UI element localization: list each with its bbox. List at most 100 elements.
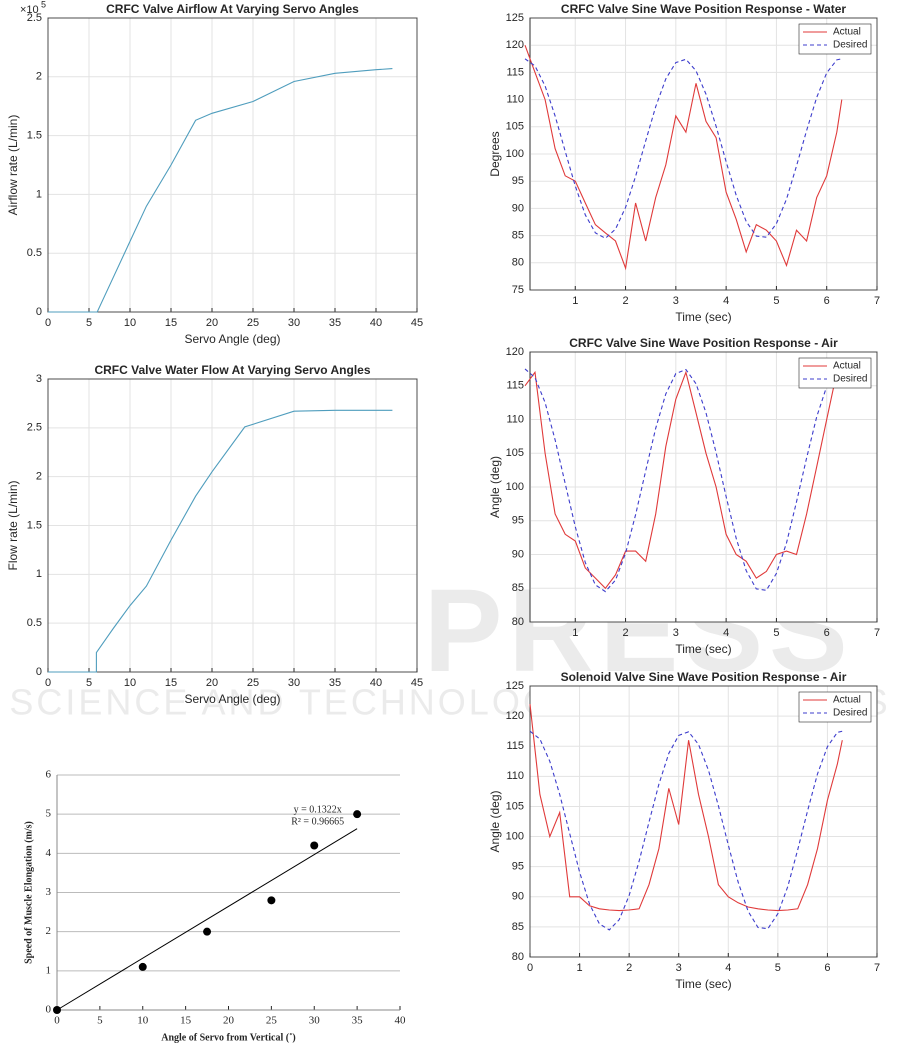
y-tick-label: 115 [506, 66, 524, 78]
y-tick-label: 5 [46, 808, 52, 820]
y-tick-label: 90 [512, 548, 524, 560]
x-tick-label: 45 [411, 317, 423, 329]
y-tick-label: 4 [46, 847, 52, 859]
x-tick-label: 2 [622, 627, 628, 639]
chart: 1 2 3 4 5 6 7 75 80 85 90 95 100 105 110 115 120 125 CRFC … [488, 2, 880, 324]
y-tick-label: 115 [506, 380, 524, 392]
y-tick-label: 85 [512, 582, 524, 594]
y-tick-label: 100 [506, 481, 524, 493]
y-tick-label: 95 [512, 515, 524, 527]
x-tick-label: 3 [673, 627, 679, 639]
y-tick-label: 1.5 [27, 519, 42, 531]
y-tick-label: 120 [506, 346, 524, 358]
scatter-point [138, 962, 147, 971]
scatter-point [310, 841, 319, 850]
x-tick-label: 5 [97, 1015, 103, 1027]
x-tick-label: 30 [288, 677, 300, 689]
x-tick-label: 1 [572, 627, 578, 639]
y-tick-label: 85 [512, 921, 524, 933]
line-series [524, 58, 842, 239]
y-multiplier-exponent: 5 [41, 0, 46, 9]
x-tick-label: 0 [45, 677, 51, 689]
chart: 0 5 10 15 20 25 30 35 40 45 0 0.5 1 1.5 2 2.5 CRFC Valve… [6, 0, 423, 346]
y-tick-label: 80 [512, 951, 524, 963]
y-tick-label: 2 [46, 925, 52, 937]
x-tick-label: 30 [309, 1015, 321, 1027]
legend-label: Desired [833, 374, 867, 385]
chart-title: CRFC Valve Sine Wave Position Response -… [561, 2, 847, 16]
x-tick-label: 5 [775, 962, 781, 974]
y-tick-label: 105 [506, 447, 524, 459]
line-series [524, 368, 842, 593]
x-tick-label: 30 [288, 317, 300, 329]
y-tick-label: 120 [506, 39, 524, 51]
line-series [524, 45, 843, 271]
legend-label: Desired [833, 40, 867, 51]
legend-label: Actual [833, 695, 861, 706]
y-tick-label: 3 [46, 886, 52, 898]
x-axis-label: Servo Angle (deg) [184, 332, 280, 346]
x-tick-label: 25 [247, 317, 259, 329]
x-tick-label: 4 [723, 295, 729, 307]
chart: 0 1 2 3 4 5 6 7 80 85 90 95 100 105 110 115 120 125 Soleno… [488, 670, 880, 991]
chart: 0 5 10 15 20 25 30 35 40 0 1 2 3 4 5 6 Angle of Servo fr… [23, 769, 406, 1044]
x-tick-label: 5 [773, 295, 779, 307]
y-tick-label: 2 [36, 471, 42, 483]
legend-label: Actual [833, 27, 861, 38]
x-tick-label: 4 [725, 962, 731, 974]
plot-area [47, 17, 418, 313]
x-axis-label: Time (sec) [675, 977, 731, 991]
x-tick-label: 7 [874, 295, 880, 307]
y-tick-label: 6 [46, 769, 52, 781]
line-series [524, 365, 843, 590]
y-axis-label: Angle (deg) [488, 790, 502, 852]
y-tick-label: 80 [512, 257, 524, 269]
line-series [529, 704, 843, 912]
x-tick-label: 10 [137, 1015, 149, 1027]
line-series [48, 68, 393, 313]
legend-label: Desired [833, 708, 867, 719]
x-tick-label: 0 [54, 1015, 60, 1027]
scatter-point [267, 896, 276, 905]
y-tick-label: 95 [512, 175, 524, 187]
y-tick-label: 100 [506, 830, 524, 842]
y-tick-label: 3 [36, 373, 42, 385]
x-tick-label: 7 [874, 962, 880, 974]
y-axis-label: Speed of Muscle Elongation (m/s) [23, 821, 34, 964]
x-tick-label: 10 [124, 317, 136, 329]
line-series [48, 409, 393, 673]
y-axis-label: Flow rate (L/min) [6, 480, 20, 570]
x-tick-label: 6 [824, 627, 830, 639]
x-tick-label: 15 [165, 677, 177, 689]
x-tick-label: 3 [673, 295, 679, 307]
x-tick-label: 2 [626, 962, 632, 974]
y-tick-label: 0 [46, 1004, 52, 1016]
y-tick-label: 105 [506, 800, 524, 812]
y-tick-label: 115 [506, 740, 524, 752]
y-tick-label: 75 [512, 284, 524, 296]
x-tick-label: 20 [206, 317, 218, 329]
y-tick-label: 90 [512, 891, 524, 903]
legend-box [798, 23, 872, 55]
plot-frame [529, 685, 878, 958]
y-axis-label: Airflow rate (L/min) [6, 115, 20, 216]
legend-box [798, 691, 872, 723]
y-tick-label: 0.5 [27, 247, 42, 259]
y-tick-label: 100 [506, 148, 524, 160]
legend-label: Actual [833, 361, 861, 372]
x-tick-label: 10 [124, 677, 136, 689]
x-tick-label: 1 [577, 962, 583, 974]
y-axis-label: Degrees [488, 131, 502, 176]
chart: 0 5 10 15 20 25 30 35 40 45 0 0.5 1 1.5 2 2.5 3 CRFC Valv… [6, 363, 423, 706]
x-tick-label: 25 [247, 677, 259, 689]
x-tick-label: 35 [329, 677, 341, 689]
y-tick-label: 2.5 [27, 422, 42, 434]
y-tick-label: 110 [506, 94, 524, 106]
trendline [56, 828, 358, 1011]
x-axis-label: Time (sec) [675, 642, 731, 656]
x-axis-label: Servo Angle (deg) [184, 692, 280, 706]
x-tick-label: 5 [773, 627, 779, 639]
x-tick-label: 5 [86, 317, 92, 329]
